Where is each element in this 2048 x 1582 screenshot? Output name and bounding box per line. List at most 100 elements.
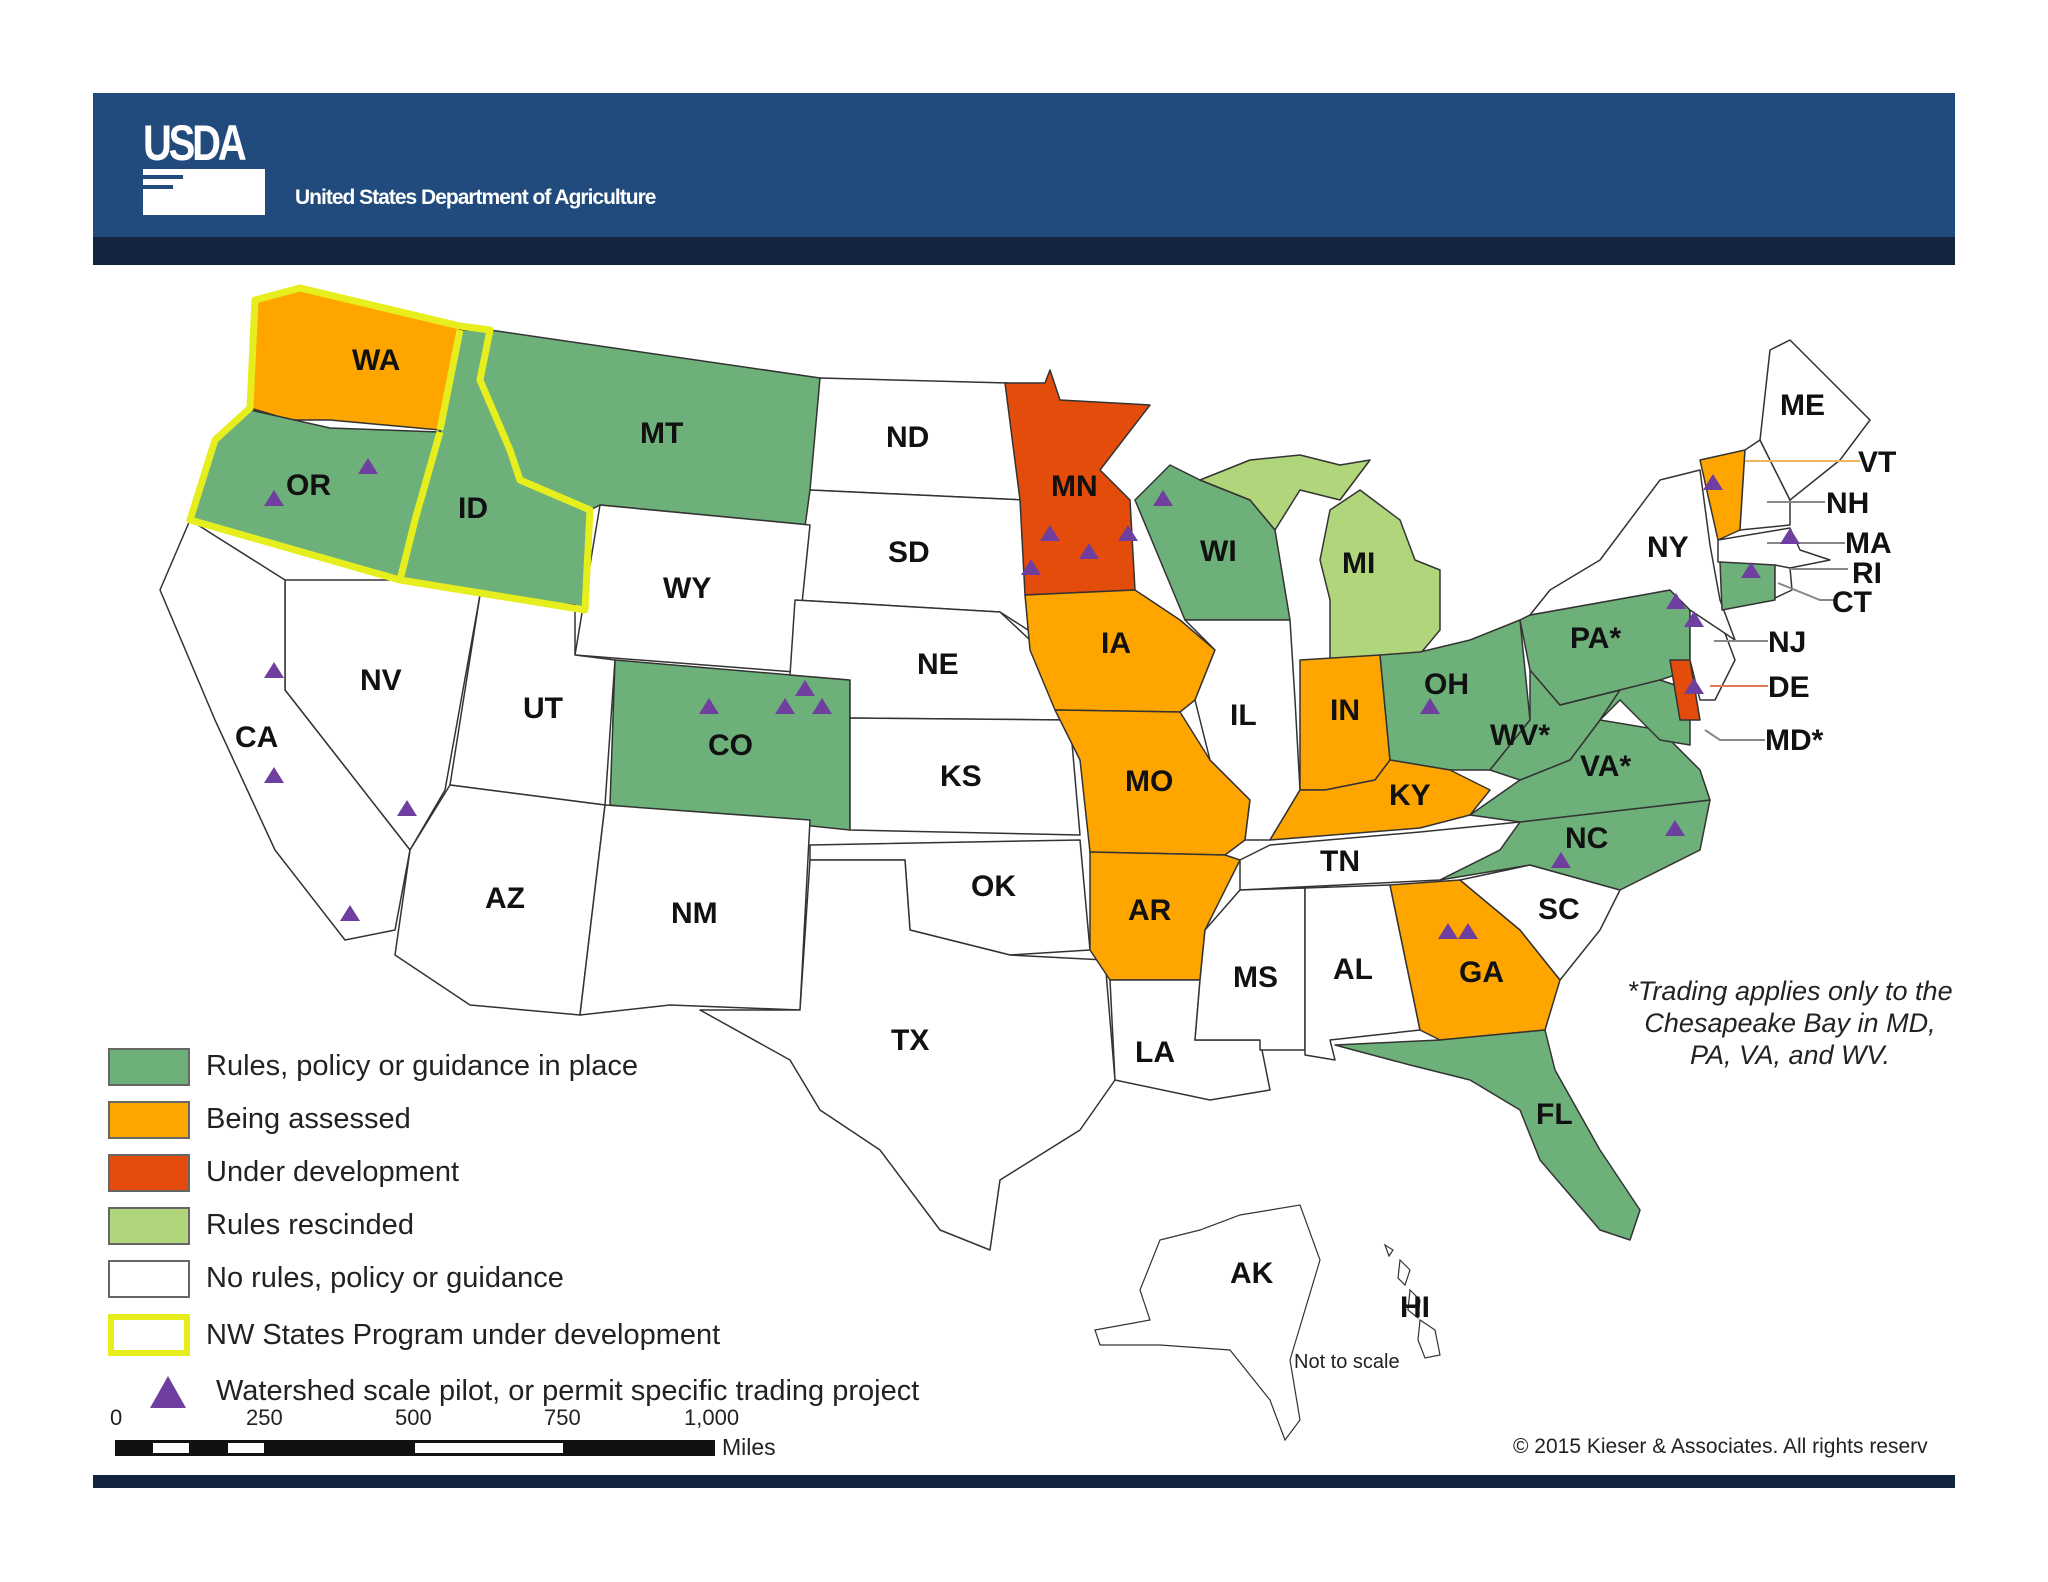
state-RI (1774, 564, 1793, 599)
label-DE: DE (1768, 671, 1810, 704)
label-OR: OR (286, 469, 331, 502)
pilot-icon (358, 458, 378, 474)
label-HI: HI (1400, 1291, 1430, 1324)
swatch-in-place (108, 1047, 190, 1086)
chesapeake-note: *Trading applies only to the Chesapeake … (1627, 976, 1953, 1070)
pilot-icon (775, 698, 795, 714)
state-HI-3 (1383, 1243, 1394, 1258)
leader-MD (1704, 729, 1765, 741)
label-AL: AL (1333, 953, 1373, 986)
footer-bar (93, 1475, 1955, 1488)
label-WA: WA (352, 344, 400, 377)
pilot-icon (1021, 559, 1041, 575)
legend-label: Rules rescinded (206, 1209, 414, 1241)
state-MS (1194, 887, 1306, 1051)
swatch-rescinded (108, 1206, 190, 1245)
swatch-assessed (108, 1100, 190, 1139)
label-MT: MT (640, 417, 683, 450)
swatch-nw-program (108, 1314, 190, 1356)
label-AZ: AZ (485, 882, 525, 915)
label-MI: MI (1342, 547, 1375, 580)
pilot-triangle-icon (150, 1375, 186, 1408)
legend-item-none: No rules, policy or guidance (108, 1252, 919, 1305)
legend-label: Being assessed (206, 1103, 411, 1135)
legend-label: Rules, policy or guidance in place (206, 1050, 639, 1082)
state-KS (849, 717, 1081, 836)
legend-label: Watershed scale pilot, or permit specifi… (216, 1375, 920, 1407)
pilot-icon (795, 680, 815, 696)
pilot-icon (1684, 611, 1704, 627)
label-NJ: NJ (1768, 626, 1806, 659)
label-SD: SD (888, 536, 930, 569)
label-IA: IA (1101, 627, 1131, 660)
state-FL (1334, 1029, 1641, 1241)
scale-seg (153, 1443, 189, 1453)
state-CT (1719, 561, 1776, 611)
state-CA (159, 519, 411, 941)
swatch-under-development (108, 1153, 190, 1192)
state-MI-upper (1199, 454, 1371, 531)
label-TN: TN (1320, 845, 1360, 878)
scale-tick: 750 (544, 1405, 581, 1430)
swatch-none (108, 1259, 190, 1298)
label-KS: KS (940, 760, 982, 793)
state-DE (1669, 659, 1701, 721)
pilot-icon (1040, 525, 1060, 541)
state-HI-2 (1397, 1258, 1411, 1287)
label-NH: NH (1826, 487, 1869, 520)
pilot-icon (1666, 593, 1686, 609)
pilot-triangles (264, 458, 1800, 939)
pilot-icon (699, 698, 719, 714)
label-CO: CO (708, 729, 753, 762)
legend-label: NW States Program under development (206, 1318, 721, 1351)
label-ME: ME (1780, 389, 1825, 422)
state-MN (1004, 369, 1151, 596)
label-WV: WV* (1490, 719, 1550, 752)
header-strip (93, 237, 1955, 265)
pilot-icon (1551, 852, 1571, 868)
state-NM (579, 804, 811, 1016)
agency-name: United States Department of Agriculture (295, 186, 656, 209)
label-NE: NE (917, 648, 959, 681)
label-VT: VT (1858, 446, 1896, 479)
pilot-icon (1438, 923, 1458, 939)
scale-seg (228, 1443, 264, 1453)
scale-seg (415, 1443, 563, 1453)
label-LA: LA (1135, 1036, 1175, 1069)
legend-item-pilot: Watershed scale pilot, or permit specifi… (108, 1365, 919, 1418)
label-PA: PA* (1570, 622, 1621, 655)
label-OK: OK (971, 870, 1016, 903)
state-MD (1559, 679, 1691, 746)
state-MI (1319, 489, 1441, 661)
label-NY: NY (1647, 531, 1689, 564)
scale-bar (115, 1440, 715, 1456)
scale-tick: 1,000 (684, 1405, 740, 1430)
pilot-icon (1780, 528, 1800, 544)
label-ND: ND (886, 421, 929, 454)
pilot-icon (1684, 678, 1704, 694)
pilot-icon (264, 662, 284, 678)
legend-label: Under development (206, 1156, 460, 1188)
copyright: © 2015 Kieser & Associates. All rights r… (1513, 1435, 1928, 1458)
label-NM: NM (671, 897, 718, 930)
label-MD: MD* (1765, 724, 1824, 757)
label-GA: GA (1459, 956, 1504, 989)
label-NC: NC (1565, 822, 1608, 855)
scale-tick: 250 (246, 1405, 283, 1430)
state-AK (1094, 1204, 1321, 1442)
usda-logo: USDA (143, 118, 265, 215)
state-NH (1739, 439, 1791, 531)
legend-item-assessed: Being assessed (108, 1093, 919, 1146)
pilot-icon (1741, 562, 1761, 578)
label-FL: FL (1536, 1098, 1573, 1131)
label-KY: KY (1389, 779, 1431, 812)
label-IL: IL (1230, 699, 1257, 732)
legend-label: No rules, policy or guidance (206, 1262, 564, 1294)
label-CT: CT (1832, 586, 1872, 619)
map-legend: Rules, policy or guidance in place Being… (108, 1040, 919, 1418)
label-AK: AK (1230, 1257, 1274, 1290)
legend-item-under-development: Under development (108, 1146, 919, 1199)
label-OH: OH (1424, 668, 1469, 701)
label-NV: NV (360, 664, 402, 697)
label-RI: RI (1852, 557, 1882, 590)
